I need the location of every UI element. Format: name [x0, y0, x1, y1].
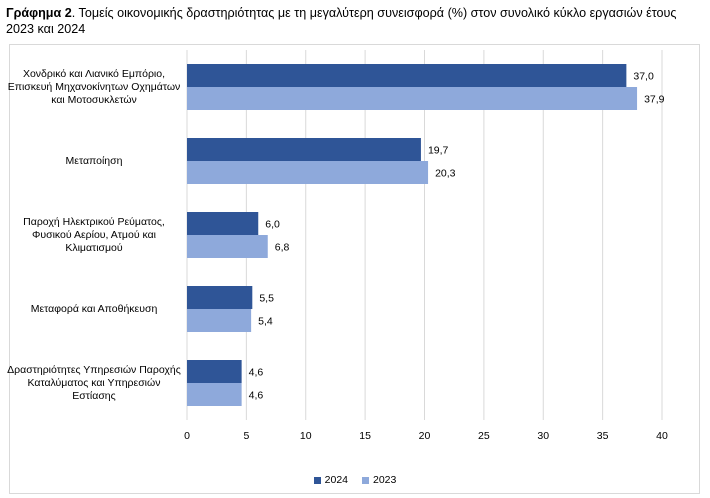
x-tick-label-0: 0 [184, 430, 190, 442]
category-label-0: Χονδρικό και Λιανικό Εμπόριο, Επισκευή Μ… [7, 67, 181, 106]
bar-2024-2 [187, 212, 259, 235]
category-label-2: Παροχή Ηλεκτρικού Ρεύματος, Φυσικού Αερί… [23, 215, 165, 254]
bar-2023-3 [187, 309, 252, 332]
category-label-4: Δραστηριότητες Υπηρεσιών Παροχής Καταλύμ… [7, 363, 181, 402]
x-tick-label-1: 5 [243, 430, 249, 442]
bar-2023-0 [187, 87, 638, 110]
data-label-2023-2: 6,8 [275, 242, 290, 254]
data-label-2024-3: 5,5 [259, 293, 274, 305]
data-label-2023-1: 20,3 [435, 168, 456, 180]
chart-title: Γράφημα 2. Τομείς οικονομικής δραστηριότ… [6, 5, 702, 37]
x-tick-label-2: 10 [300, 430, 312, 442]
data-label-2023-0: 37,9 [644, 94, 665, 106]
bar-2024-0 [187, 64, 627, 87]
bar-2024-3 [187, 286, 253, 309]
chart-legend: 2024 2023 [0, 474, 710, 486]
x-tick-label-3: 15 [359, 430, 371, 442]
bar-2023-2 [187, 235, 268, 258]
data-label-2024-2: 6,0 [265, 219, 280, 231]
x-tick-label-5: 25 [478, 430, 490, 442]
bar-2024-4 [187, 360, 242, 383]
legend-label-2023: 2023 [373, 474, 397, 486]
legend-swatch-2024 [313, 476, 321, 484]
legend-item-2023: 2023 [362, 474, 396, 486]
x-tick-label-4: 20 [419, 430, 431, 442]
category-label-3: Μεταφορά και Αποθήκευση [30, 302, 158, 315]
data-label-2024-4: 4,6 [249, 367, 264, 379]
chart-title-text: . Τομείς οικονομικής δραστηριότητας με τ… [6, 6, 677, 36]
chart-frame [9, 44, 700, 494]
bar-2024-1 [187, 138, 421, 161]
legend-swatch-2023 [362, 476, 369, 484]
bar-2023-4 [187, 383, 242, 406]
bar-2023-1 [187, 161, 429, 184]
category-label-1: Μεταποίηση [65, 154, 123, 167]
legend-label-2024: 2024 [324, 474, 348, 486]
chart-title-label: Γράφημα 2 [6, 6, 72, 20]
legend-item-2024: 2024 [313, 474, 348, 486]
data-label-2023-3: 5,4 [258, 316, 273, 328]
x-tick-label-8: 40 [656, 430, 668, 442]
data-label-2024-0: 37,0 [633, 71, 654, 83]
x-tick-label-6: 30 [537, 430, 549, 442]
data-label-2023-4: 4,6 [249, 390, 264, 402]
data-label-2024-1: 19,7 [428, 145, 449, 157]
x-tick-label-7: 35 [597, 430, 609, 442]
